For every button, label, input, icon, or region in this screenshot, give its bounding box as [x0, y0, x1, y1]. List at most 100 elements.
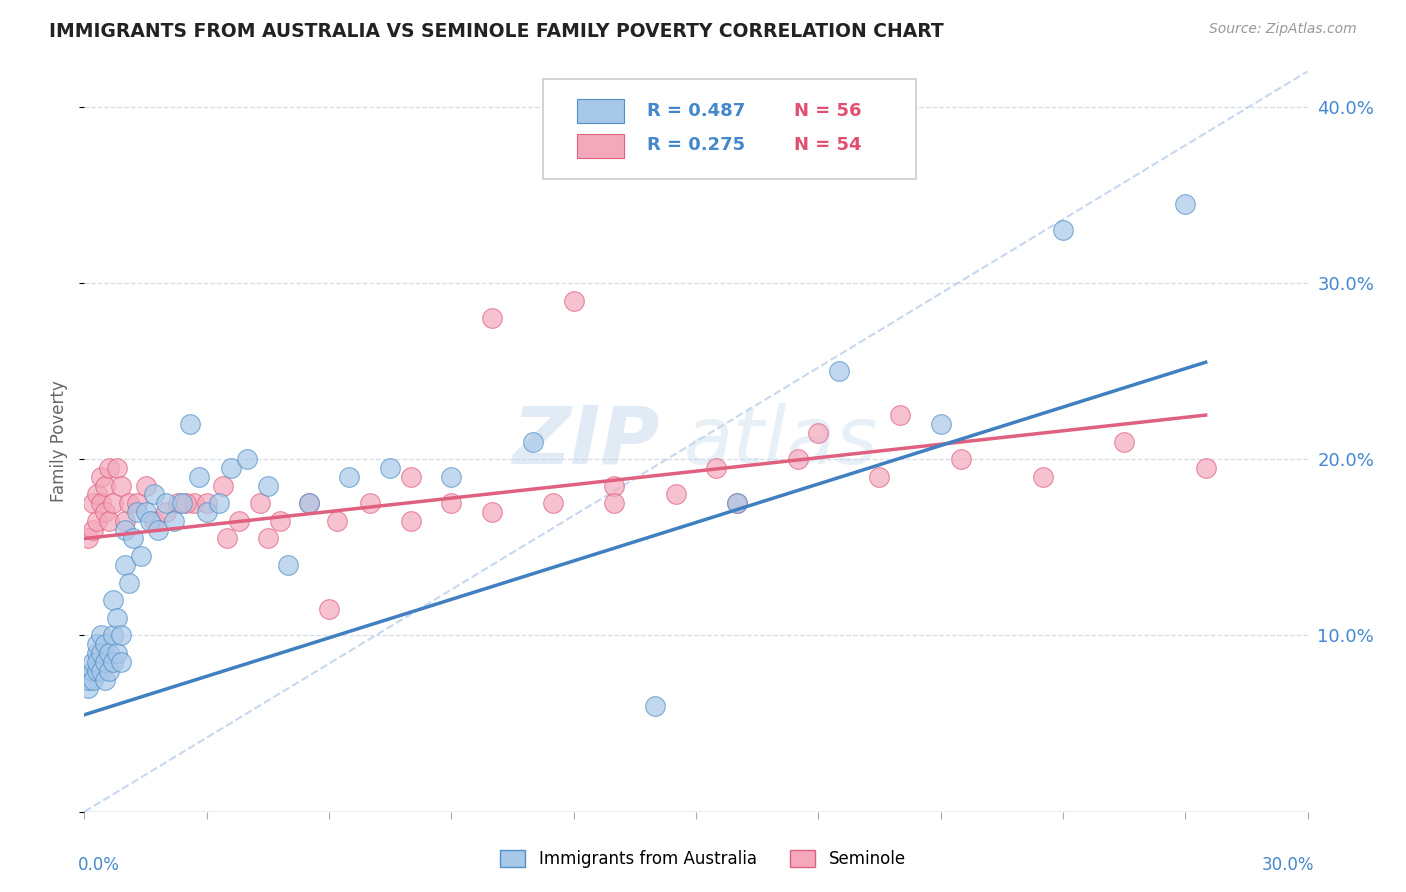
- Text: 30.0%: 30.0%: [1261, 856, 1313, 874]
- Legend: Immigrants from Australia, Seminole: Immigrants from Australia, Seminole: [494, 843, 912, 875]
- Text: 0.0%: 0.0%: [79, 856, 120, 874]
- Point: [97, 514, 120, 528]
- Point: [97, 646, 120, 660]
- Point: [86, 514, 108, 528]
- Point: [82, 496, 104, 510]
- Point: [155, 505, 177, 519]
- Point: [114, 558, 136, 572]
- Point: [82, 673, 104, 687]
- Text: R = 0.275: R = 0.275: [647, 136, 745, 154]
- Point: [86, 637, 108, 651]
- Point: [90, 664, 112, 678]
- Point: [603, 496, 626, 510]
- Point: [440, 496, 463, 510]
- Point: [889, 408, 911, 422]
- FancyBboxPatch shape: [578, 100, 624, 123]
- Point: [399, 514, 422, 528]
- Point: [101, 593, 124, 607]
- Point: [163, 514, 186, 528]
- Point: [644, 698, 666, 713]
- Point: [195, 505, 218, 519]
- Point: [82, 664, 104, 678]
- Point: [562, 293, 585, 308]
- Point: [236, 452, 259, 467]
- Point: [101, 496, 124, 510]
- Point: [787, 452, 810, 467]
- Point: [97, 664, 120, 678]
- Point: [219, 461, 242, 475]
- Point: [131, 549, 153, 563]
- Point: [138, 514, 160, 528]
- Point: [146, 523, 169, 537]
- Point: [183, 496, 205, 510]
- Text: ZIP: ZIP: [512, 402, 659, 481]
- Text: atlas: atlas: [683, 402, 879, 481]
- Point: [217, 532, 239, 546]
- Point: [118, 496, 141, 510]
- Point: [543, 496, 565, 510]
- Point: [97, 461, 120, 475]
- Point: [1052, 223, 1074, 237]
- FancyBboxPatch shape: [578, 135, 624, 158]
- Point: [522, 434, 544, 449]
- Point: [706, 461, 728, 475]
- Point: [114, 523, 136, 537]
- Point: [481, 311, 503, 326]
- Point: [208, 496, 231, 510]
- Point: [1174, 196, 1197, 211]
- Point: [135, 478, 157, 492]
- Point: [105, 646, 128, 660]
- FancyBboxPatch shape: [543, 78, 917, 178]
- Point: [725, 496, 748, 510]
- Point: [93, 478, 115, 492]
- Text: Source: ZipAtlas.com: Source: ZipAtlas.com: [1209, 22, 1357, 37]
- Text: N = 54: N = 54: [794, 136, 862, 154]
- Point: [155, 496, 177, 510]
- Text: N = 56: N = 56: [794, 102, 862, 120]
- Point: [869, 470, 891, 484]
- Point: [950, 452, 973, 467]
- Point: [481, 505, 503, 519]
- Point: [665, 487, 688, 501]
- Point: [93, 505, 115, 519]
- Point: [86, 487, 108, 501]
- Point: [127, 496, 149, 510]
- Point: [135, 505, 157, 519]
- Text: IMMIGRANTS FROM AUSTRALIA VS SEMINOLE FAMILY POVERTY CORRELATION CHART: IMMIGRANTS FROM AUSTRALIA VS SEMINOLE FA…: [49, 22, 943, 41]
- Point: [86, 655, 108, 669]
- Point: [1032, 470, 1054, 484]
- Point: [110, 655, 132, 669]
- Point: [105, 611, 128, 625]
- Point: [90, 628, 112, 642]
- Point: [249, 496, 271, 510]
- Point: [269, 514, 291, 528]
- Point: [440, 470, 463, 484]
- Point: [90, 496, 112, 510]
- Point: [105, 461, 128, 475]
- Point: [110, 478, 132, 492]
- Text: R = 0.487: R = 0.487: [647, 102, 745, 120]
- Point: [1114, 434, 1136, 449]
- Point: [86, 664, 108, 678]
- Point: [298, 496, 321, 510]
- Point: [167, 496, 190, 510]
- Point: [77, 681, 100, 696]
- Point: [277, 558, 299, 572]
- Point: [929, 417, 952, 431]
- Point: [1195, 461, 1218, 475]
- Point: [179, 417, 201, 431]
- Point: [127, 505, 149, 519]
- Point: [339, 470, 361, 484]
- Point: [118, 575, 141, 590]
- Point: [828, 364, 851, 378]
- Point: [142, 487, 165, 501]
- Point: [86, 646, 108, 660]
- Point: [174, 496, 197, 510]
- Point: [195, 496, 218, 510]
- Point: [93, 673, 115, 687]
- Y-axis label: Family Poverty: Family Poverty: [51, 381, 69, 502]
- Point: [82, 523, 104, 537]
- Point: [359, 496, 381, 510]
- Point: [399, 470, 422, 484]
- Point: [114, 514, 136, 528]
